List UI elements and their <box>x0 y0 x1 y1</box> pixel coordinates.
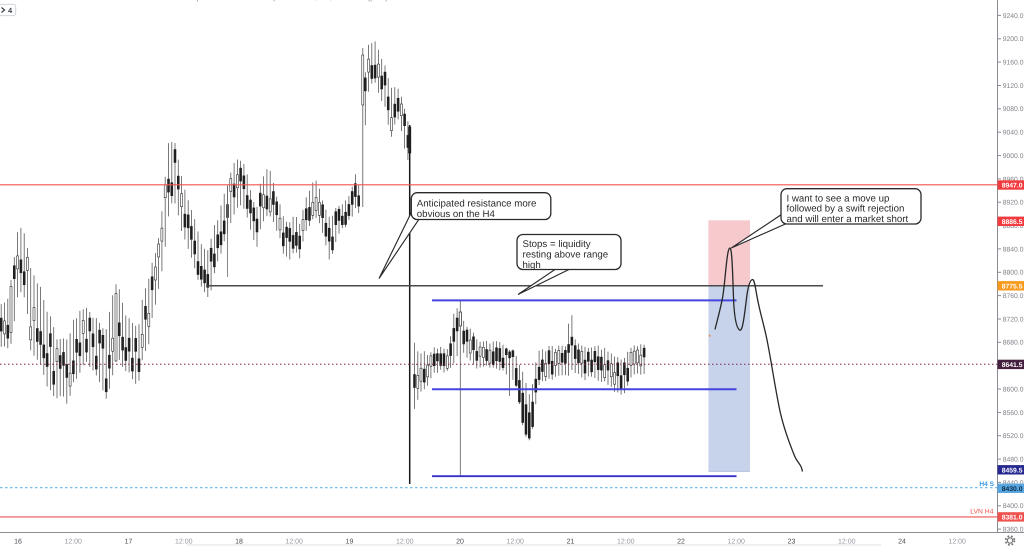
svg-text:17: 17 <box>125 539 133 546</box>
svg-text:9240.0: 9240.0 <box>1003 13 1024 20</box>
svg-text:9000.0: 9000.0 <box>1003 153 1024 160</box>
svg-text:12:00: 12:00 <box>64 539 82 546</box>
svg-text:8680.0: 8680.0 <box>1003 340 1024 347</box>
svg-text:8381.0: 8381.0 <box>1002 514 1023 521</box>
svg-text:8360.0: 8360.0 <box>1003 527 1024 534</box>
svg-text:Stops = liquidity: Stops = liquidity <box>523 239 591 250</box>
svg-text:high: high <box>523 260 541 271</box>
svg-text:8480.0: 8480.0 <box>1003 457 1024 464</box>
svg-text:16: 16 <box>14 539 22 546</box>
svg-text:8886.5: 8886.5 <box>1002 219 1023 226</box>
svg-text:8430.0: 8430.0 <box>1002 486 1023 493</box>
svg-text:8400.0: 8400.0 <box>1003 503 1024 510</box>
svg-text:24: 24 <box>898 539 906 546</box>
svg-text:8720.0: 8720.0 <box>1003 316 1024 323</box>
svg-text:9040.0: 9040.0 <box>1003 130 1024 137</box>
svg-text:8775.5: 8775.5 <box>1002 283 1023 290</box>
svg-text:9080.0: 9080.0 <box>1003 106 1024 113</box>
svg-text:H4 S: H4 S <box>979 481 994 488</box>
svg-text:8920.0: 8920.0 <box>1003 200 1024 207</box>
svg-text:8459.5: 8459.5 <box>1002 467 1023 474</box>
svg-text:8560.0: 8560.0 <box>1003 410 1024 417</box>
svg-text:9120.0: 9120.0 <box>1003 83 1024 90</box>
svg-text:followed by a swift rejection: followed by a swift rejection <box>787 204 905 215</box>
svg-text:9160.0: 9160.0 <box>1003 60 1024 67</box>
svg-text:8800.0: 8800.0 <box>1003 270 1024 277</box>
svg-text:BTCUSD: Bitcoin / U.S. Dollar: BTCUSD: Bitcoin / U.S. Dollar Perpetual … <box>60 0 388 1</box>
svg-text:8840.0: 8840.0 <box>1003 246 1024 253</box>
svg-text:LVN H4: LVN H4 <box>970 509 994 516</box>
svg-text:12:00: 12:00 <box>948 539 966 546</box>
svg-text:8641.5: 8641.5 <box>1002 362 1023 369</box>
svg-text:8947.0: 8947.0 <box>1002 183 1023 190</box>
svg-text:and will enter a market short: and will enter a market short <box>787 214 909 225</box>
svg-text:8760.0: 8760.0 <box>1003 293 1024 300</box>
svg-text:8520.0: 8520.0 <box>1003 433 1024 440</box>
svg-text:obvious on the H4: obvious on the H4 <box>417 209 496 220</box>
svg-text:9200.0: 9200.0 <box>1003 36 1024 43</box>
svg-text:8600.0: 8600.0 <box>1003 386 1024 393</box>
